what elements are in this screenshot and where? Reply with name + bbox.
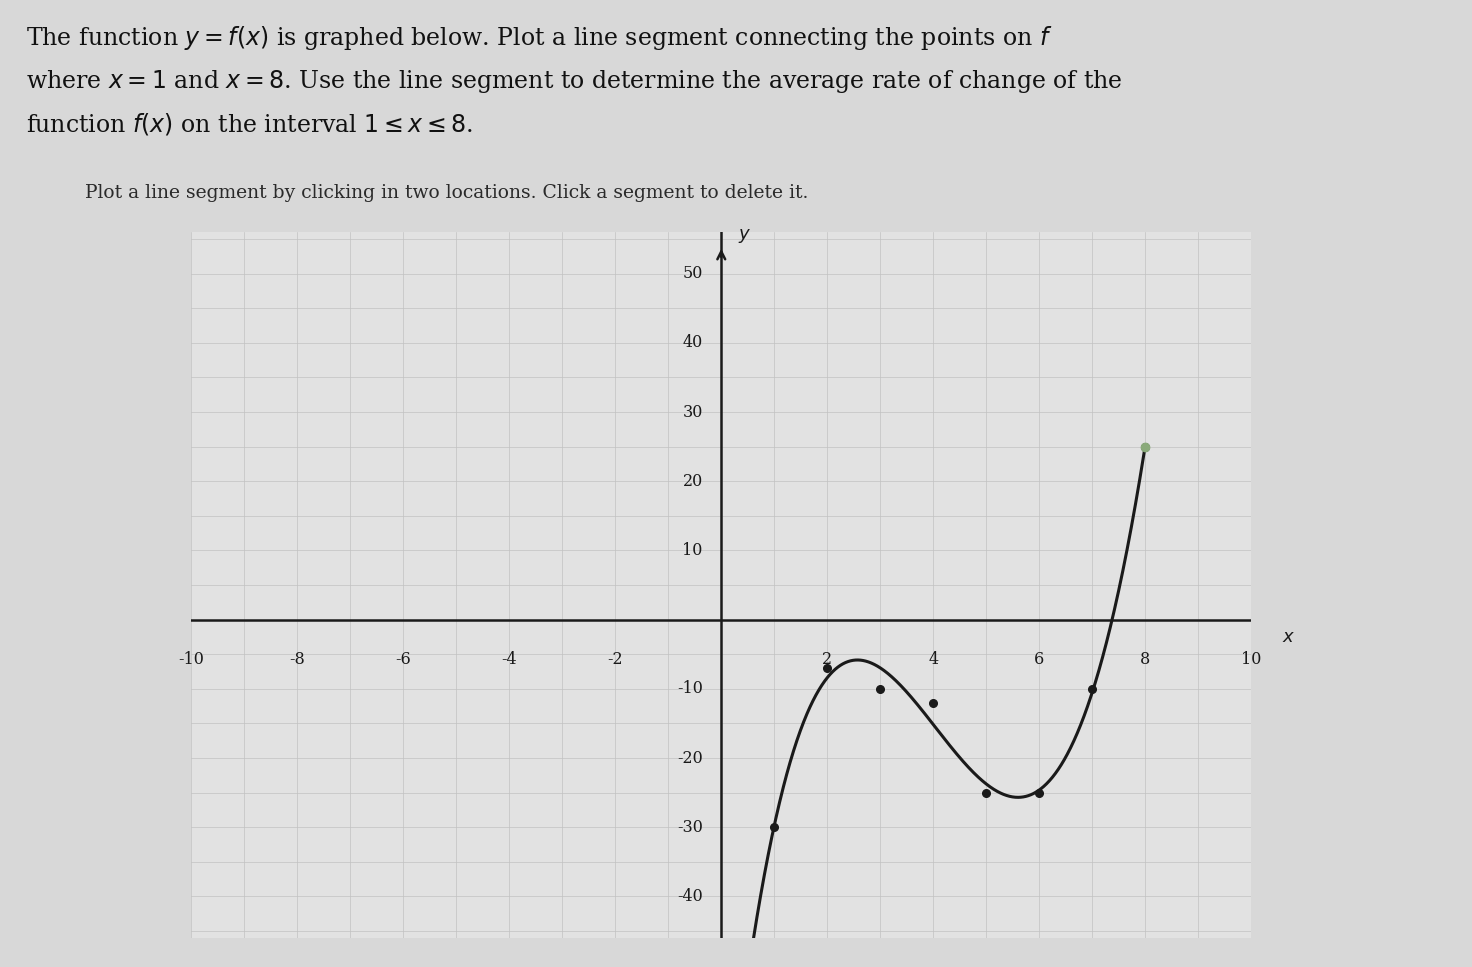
- Text: 4: 4: [929, 651, 938, 668]
- Text: -20: -20: [677, 749, 702, 767]
- Text: where $x = 1$ and $x = 8$. Use the line segment to determine the average rate of: where $x = 1$ and $x = 8$. Use the line …: [26, 68, 1123, 95]
- Text: $y$: $y$: [739, 226, 752, 245]
- Text: 2: 2: [823, 651, 832, 668]
- Text: 40: 40: [683, 335, 702, 351]
- Text: 20: 20: [683, 473, 702, 489]
- Text: 8: 8: [1141, 651, 1150, 668]
- Text: Plot a line segment by clicking in two locations. Click a segment to delete it.: Plot a line segment by clicking in two l…: [85, 184, 808, 202]
- Text: function $f(x)$ on the interval $1 \leq x \leq 8$.: function $f(x)$ on the interval $1 \leq …: [26, 111, 474, 137]
- Text: 30: 30: [683, 403, 702, 421]
- Text: -10: -10: [677, 681, 702, 697]
- Text: -2: -2: [608, 651, 623, 668]
- Text: -10: -10: [178, 651, 205, 668]
- Text: -4: -4: [502, 651, 517, 668]
- Text: -40: -40: [677, 888, 702, 905]
- Text: The function $y = f(x)$ is graphed below. Plot a line segment connecting the poi: The function $y = f(x)$ is graphed below…: [26, 24, 1052, 52]
- Text: 10: 10: [1241, 651, 1262, 668]
- Text: -8: -8: [290, 651, 305, 668]
- Text: -30: -30: [677, 819, 702, 835]
- Text: 50: 50: [683, 265, 702, 282]
- Text: 10: 10: [683, 542, 702, 559]
- Text: 6: 6: [1035, 651, 1044, 668]
- Text: $x$: $x$: [1282, 628, 1295, 646]
- Text: -6: -6: [396, 651, 411, 668]
